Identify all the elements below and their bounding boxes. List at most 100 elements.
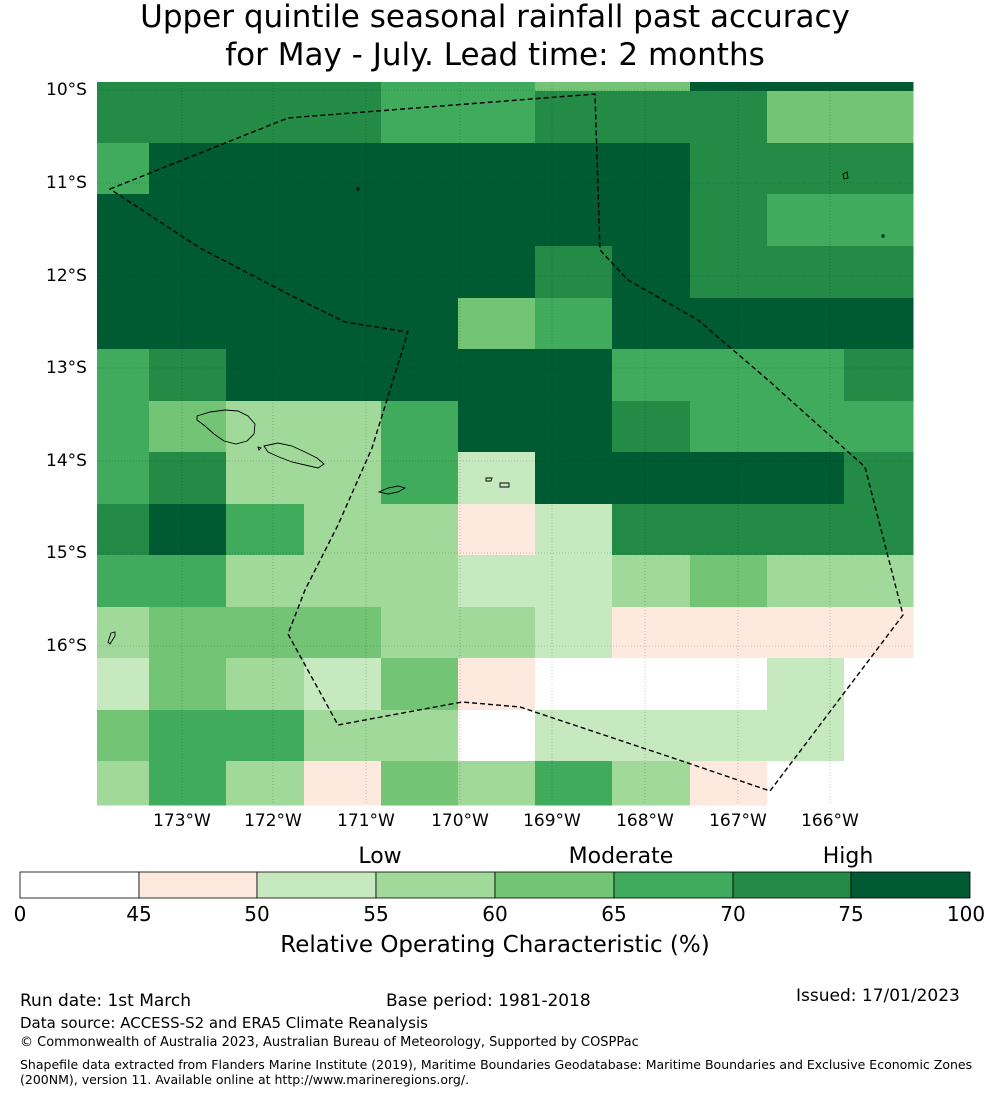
grid-cell: [381, 143, 459, 195]
grid-cell: [690, 143, 768, 195]
grid-cell: [690, 504, 768, 556]
grid-cell: [304, 246, 382, 299]
grid-cell: [97, 452, 150, 505]
category-high: High: [822, 844, 874, 869]
grid-cell: [226, 401, 305, 453]
grid-cell: [690, 246, 768, 299]
grid-cell: [767, 401, 845, 453]
grid-cell: [535, 607, 613, 659]
grid-cell: [767, 298, 845, 350]
ofu-olosega-island: [485, 477, 493, 482]
data-source: Data source: ACCESS-S2 and ERA5 Climate …: [20, 1014, 428, 1032]
grid-cell: [149, 607, 227, 659]
grid-cell: [97, 298, 150, 350]
grid-cell: [304, 194, 382, 247]
grid-cell: [304, 82, 382, 92]
grid-cell: [97, 349, 150, 402]
lon-label-171w: 171°W: [337, 811, 395, 831]
grid-cell: [844, 504, 914, 556]
grid-cell: [149, 349, 227, 402]
grid-cell: [612, 82, 691, 92]
colorbar: [19, 871, 971, 899]
grid-cell: [690, 555, 768, 608]
grid-cell: [612, 91, 691, 144]
grid-cell: [381, 401, 459, 453]
lon-label-168w: 168°W: [616, 811, 674, 831]
grid-cell: [535, 298, 613, 350]
colorbar-swatch: [494, 871, 615, 899]
grid-cell: [458, 194, 536, 247]
grid-cell: [458, 298, 536, 350]
lon-label-170w: 170°W: [431, 811, 489, 831]
grid-cell: [612, 452, 691, 505]
grid-cell: [97, 504, 150, 556]
grid-cell: [381, 555, 459, 608]
grid-cell: [535, 452, 613, 505]
lon-label-167w: 167°W: [709, 811, 767, 831]
category-low: Low: [358, 844, 402, 869]
grid-cell: [767, 761, 845, 806]
tokelau-atoll: [842, 171, 849, 180]
grid-cell: [381, 658, 459, 711]
map-title-line-1: Upper quintile seasonal rainfall past ac…: [140, 0, 850, 35]
grid-cell: [458, 452, 536, 505]
grid-cell: [304, 298, 382, 350]
grid-cell: [381, 298, 459, 350]
grid-cell: [535, 504, 613, 556]
grid-cell: [97, 658, 150, 711]
base-period: Base period: 1981-2018: [386, 991, 591, 1011]
grid-cell: [612, 607, 691, 659]
grid-cell: [690, 658, 768, 711]
grid-cell: [381, 710, 459, 762]
grid-cell: [535, 555, 613, 608]
colorbar-swatch: [19, 871, 140, 899]
grid-cell: [149, 710, 227, 762]
grid-cell: [226, 761, 305, 806]
grid-cell: [535, 91, 613, 144]
lat-lon-gridlines: [97, 82, 913, 805]
grid-cell: [767, 555, 845, 608]
grid-cell: [149, 246, 227, 299]
grid-cell: [97, 143, 150, 195]
grid-cell: [690, 298, 768, 350]
grid-cell: [304, 607, 382, 659]
grid-cell: [226, 452, 305, 505]
grid-cell: [381, 194, 459, 247]
grid-cell: [844, 91, 914, 144]
grid-cell: [844, 710, 914, 762]
grid-cell: [149, 761, 227, 806]
map-title-line-2: for May - July. Lead time: 2 months: [225, 37, 765, 73]
grid-cell: [612, 246, 691, 299]
grid-cell: [149, 82, 227, 92]
colorbar-swatch: [850, 871, 971, 899]
copyright-notice: © Commonwealth of Australia 2023, Austra…: [20, 1035, 639, 1050]
category-moderate: Moderate: [568, 844, 674, 869]
colorbar-tick-45: 45: [126, 902, 152, 926]
grid-cell: [844, 349, 914, 402]
grid-cell: [612, 504, 691, 556]
grid-cell: [149, 401, 227, 453]
lon-label-166w: 166°W: [801, 811, 859, 831]
grid-cell: [612, 658, 691, 711]
grid-cell: [535, 401, 613, 453]
rainfall-accuracy-grid: [97, 82, 914, 806]
grid-cell: [844, 555, 914, 608]
grid-cell: [97, 194, 150, 247]
grid-cell: [97, 91, 150, 144]
colorbar-tick-0: 0: [13, 902, 27, 926]
grid-cell: [226, 504, 305, 556]
grid-cell: [844, 143, 914, 195]
grid-cell: [381, 349, 459, 402]
grid-cell: [149, 91, 227, 144]
grid-cell: [612, 349, 691, 402]
upolu-island: [263, 442, 325, 469]
grid-cell: [381, 82, 459, 92]
grid-cell: [149, 504, 227, 556]
grid-cell: [844, 658, 914, 711]
issued-date: Issued: 17/01/2023: [796, 986, 960, 1006]
grid-cell: [97, 607, 150, 659]
grid-cell: [690, 91, 768, 144]
grid-cell: [767, 607, 845, 659]
colorbar-tick-100: 100: [946, 902, 986, 926]
niuafoou-island: [107, 631, 116, 645]
